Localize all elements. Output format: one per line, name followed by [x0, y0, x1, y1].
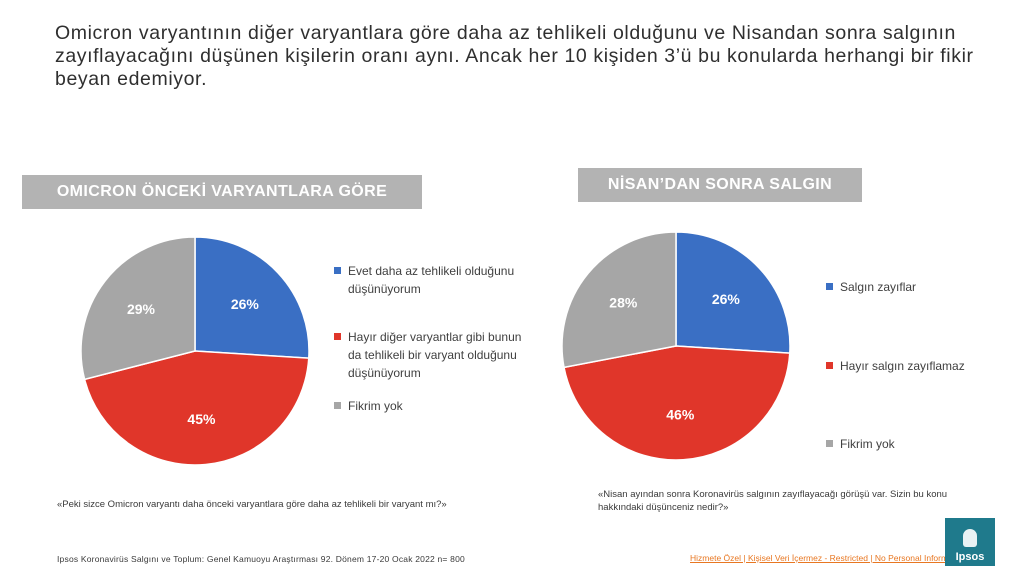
legend-label: Salgın zayıflar: [840, 280, 917, 294]
pie-slice-0: [675, 231, 791, 354]
survey-question-nisan: «Nisan ayından sonra Koronavirüs salgını…: [598, 489, 948, 513]
legend-swatch-red: [826, 362, 833, 369]
survey-question-omicron: «Peki sizce Omicron varyantı daha önceki…: [57, 499, 447, 510]
pie-slice-2: [561, 231, 677, 369]
legend-item-fikrim-yok: Fikrim yok: [334, 397, 534, 415]
legend-swatch-blue: [826, 283, 833, 290]
pie-slice-2: [80, 236, 196, 381]
pie-data-label-2: 28%: [609, 294, 638, 310]
legend-swatch-blue: [334, 267, 341, 274]
footer-classification-link[interactable]: Hizmete Özel | Kişisel Veri İçermez - Re…: [690, 553, 967, 563]
pie-chart-omicron: 26% 45% 29%: [80, 236, 310, 466]
pie-data-label-0: 26%: [712, 291, 741, 307]
ipsos-logo-mark: [963, 529, 977, 547]
legend-label: Fikrim yok: [348, 399, 403, 413]
ipsos-logo: Ipsos: [945, 518, 995, 566]
pie-data-label-2: 29%: [127, 301, 156, 317]
footer-source: Ipsos Koronavirüs Salgını ve Toplum: Gen…: [57, 554, 465, 564]
page-headline: Omicron varyantının diğer varyantlara gö…: [55, 22, 974, 90]
legend-swatch-gray: [334, 402, 341, 409]
legend-swatch-red: [334, 333, 341, 340]
legend-item-fikrim-yok: Fikrim yok: [826, 435, 1006, 453]
legend-label: Hayır diğer varyantlar gibi bunun da teh…: [348, 330, 522, 380]
chart-title-nisan: NİSAN’DAN SONRA SALGIN: [578, 168, 862, 202]
ipsos-logo-text: Ipsos: [955, 551, 985, 563]
pie-data-label-0: 26%: [231, 296, 260, 312]
legend-item-hayir: Hayır diğer varyantlar gibi bunun da teh…: [334, 328, 534, 382]
pie-slice-0: [194, 236, 310, 359]
legend-swatch-gray: [826, 440, 833, 447]
legend-item-evet: Evet daha az tehlikeli olduğunu düşünüyo…: [334, 262, 549, 298]
legend-item-salgin-zayiflamaz: Hayır salgın zayıflamaz: [826, 357, 1006, 375]
pie-slice-1: [563, 345, 791, 461]
legend-item-salgin-zayiflar: Salgın zayıflar: [826, 278, 1006, 296]
pie-data-label-1: 46%: [666, 406, 695, 422]
chart-title-omicron: OMICRON ÖNCEKİ VARYANTLARA GÖRE: [22, 175, 422, 209]
pie-chart-nisan: 26% 46% 28%: [561, 231, 791, 461]
legend-label: Evet daha az tehlikeli olduğunu düşünüyo…: [348, 264, 515, 296]
pie-slice-1: [83, 350, 310, 466]
legend-label: Hayır salgın zayıflamaz: [840, 359, 965, 373]
legend-label: Fikrim yok: [840, 437, 895, 451]
pie-data-label-1: 45%: [187, 411, 216, 427]
